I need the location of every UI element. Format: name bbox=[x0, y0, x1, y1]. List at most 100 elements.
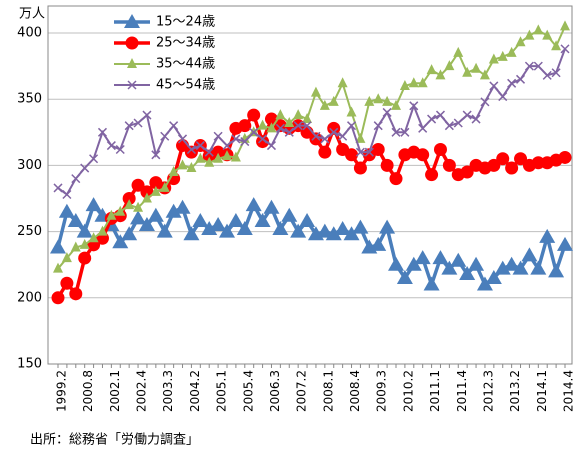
x-tick-label: 2003.3 bbox=[161, 370, 175, 412]
point bbox=[506, 46, 517, 57]
point bbox=[227, 213, 244, 228]
point bbox=[487, 158, 501, 172]
point bbox=[67, 213, 84, 228]
point bbox=[382, 95, 393, 106]
point bbox=[318, 145, 332, 159]
point bbox=[70, 241, 81, 252]
point bbox=[364, 147, 374, 157]
point bbox=[133, 201, 144, 212]
point bbox=[174, 199, 191, 214]
point bbox=[343, 226, 360, 241]
point bbox=[444, 121, 454, 131]
point bbox=[515, 74, 526, 84]
point bbox=[275, 109, 286, 120]
x-tick-label: 2010.2 bbox=[401, 370, 415, 412]
x-tick-label: 2006.3 bbox=[268, 370, 282, 412]
point bbox=[444, 60, 455, 71]
point bbox=[302, 121, 312, 131]
point bbox=[310, 86, 321, 97]
point bbox=[496, 152, 510, 166]
point bbox=[263, 199, 280, 214]
point bbox=[168, 166, 179, 177]
point bbox=[353, 161, 367, 175]
point bbox=[476, 276, 493, 291]
point bbox=[507, 78, 517, 88]
point bbox=[460, 165, 474, 179]
point bbox=[373, 121, 383, 131]
point bbox=[256, 135, 270, 149]
source-note: 出所：総務省「労働力調査」 bbox=[30, 433, 199, 448]
point bbox=[80, 163, 90, 173]
point bbox=[204, 147, 214, 157]
point bbox=[121, 226, 138, 241]
x-tick-label: 2008.1 bbox=[321, 370, 335, 412]
point bbox=[238, 119, 252, 133]
point bbox=[320, 134, 330, 144]
point bbox=[325, 226, 342, 241]
point bbox=[414, 250, 431, 265]
point bbox=[346, 121, 357, 131]
point bbox=[471, 114, 481, 124]
point bbox=[531, 156, 545, 170]
point bbox=[391, 99, 401, 110]
point bbox=[364, 95, 375, 106]
point bbox=[408, 77, 419, 88]
point bbox=[371, 143, 385, 157]
y-tick-label: 400 bbox=[17, 26, 42, 41]
point bbox=[435, 110, 446, 120]
point bbox=[275, 123, 285, 133]
y-tick-label: 350 bbox=[17, 92, 42, 107]
point bbox=[299, 213, 316, 228]
point bbox=[521, 247, 538, 262]
point bbox=[425, 168, 439, 182]
y-tick-label: 300 bbox=[17, 158, 42, 173]
point bbox=[302, 113, 313, 124]
point bbox=[316, 223, 333, 238]
series-line bbox=[56, 200, 567, 291]
point bbox=[453, 118, 463, 128]
point bbox=[435, 69, 446, 80]
point bbox=[50, 239, 66, 254]
point bbox=[266, 122, 277, 133]
point bbox=[498, 92, 508, 102]
legend-label: 15～24歳 bbox=[156, 15, 215, 30]
point bbox=[462, 110, 472, 120]
point bbox=[524, 61, 534, 71]
point bbox=[433, 143, 447, 157]
point bbox=[131, 178, 145, 192]
point bbox=[169, 121, 179, 131]
series-line bbox=[57, 48, 566, 197]
point bbox=[329, 127, 339, 137]
point bbox=[533, 24, 544, 35]
point bbox=[219, 223, 235, 238]
point bbox=[380, 158, 394, 172]
point bbox=[165, 203, 182, 218]
point bbox=[427, 114, 437, 124]
point bbox=[337, 77, 348, 88]
point bbox=[293, 121, 303, 131]
point bbox=[497, 50, 508, 61]
point bbox=[133, 118, 143, 128]
point bbox=[373, 93, 384, 104]
point bbox=[426, 64, 437, 75]
point bbox=[319, 99, 330, 110]
point bbox=[58, 203, 75, 218]
x-tick-label: 2000.8 bbox=[81, 370, 95, 412]
point bbox=[156, 223, 173, 238]
point bbox=[130, 210, 147, 225]
point bbox=[284, 127, 294, 137]
point bbox=[432, 250, 449, 265]
y-tick-label: 200 bbox=[17, 290, 42, 305]
point bbox=[494, 260, 511, 275]
point bbox=[89, 154, 99, 164]
point bbox=[459, 265, 476, 280]
point bbox=[79, 238, 90, 249]
legend-marker bbox=[127, 58, 137, 68]
point bbox=[338, 131, 348, 141]
point bbox=[97, 127, 108, 137]
legend-label: 25～34歳 bbox=[156, 36, 215, 51]
point bbox=[346, 106, 357, 117]
point bbox=[124, 121, 134, 131]
point bbox=[539, 228, 556, 243]
point bbox=[210, 216, 227, 231]
